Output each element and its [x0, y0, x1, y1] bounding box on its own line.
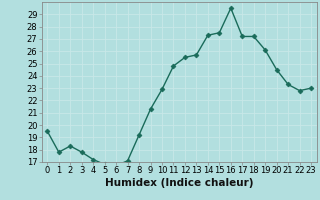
X-axis label: Humidex (Indice chaleur): Humidex (Indice chaleur) [105, 178, 253, 188]
